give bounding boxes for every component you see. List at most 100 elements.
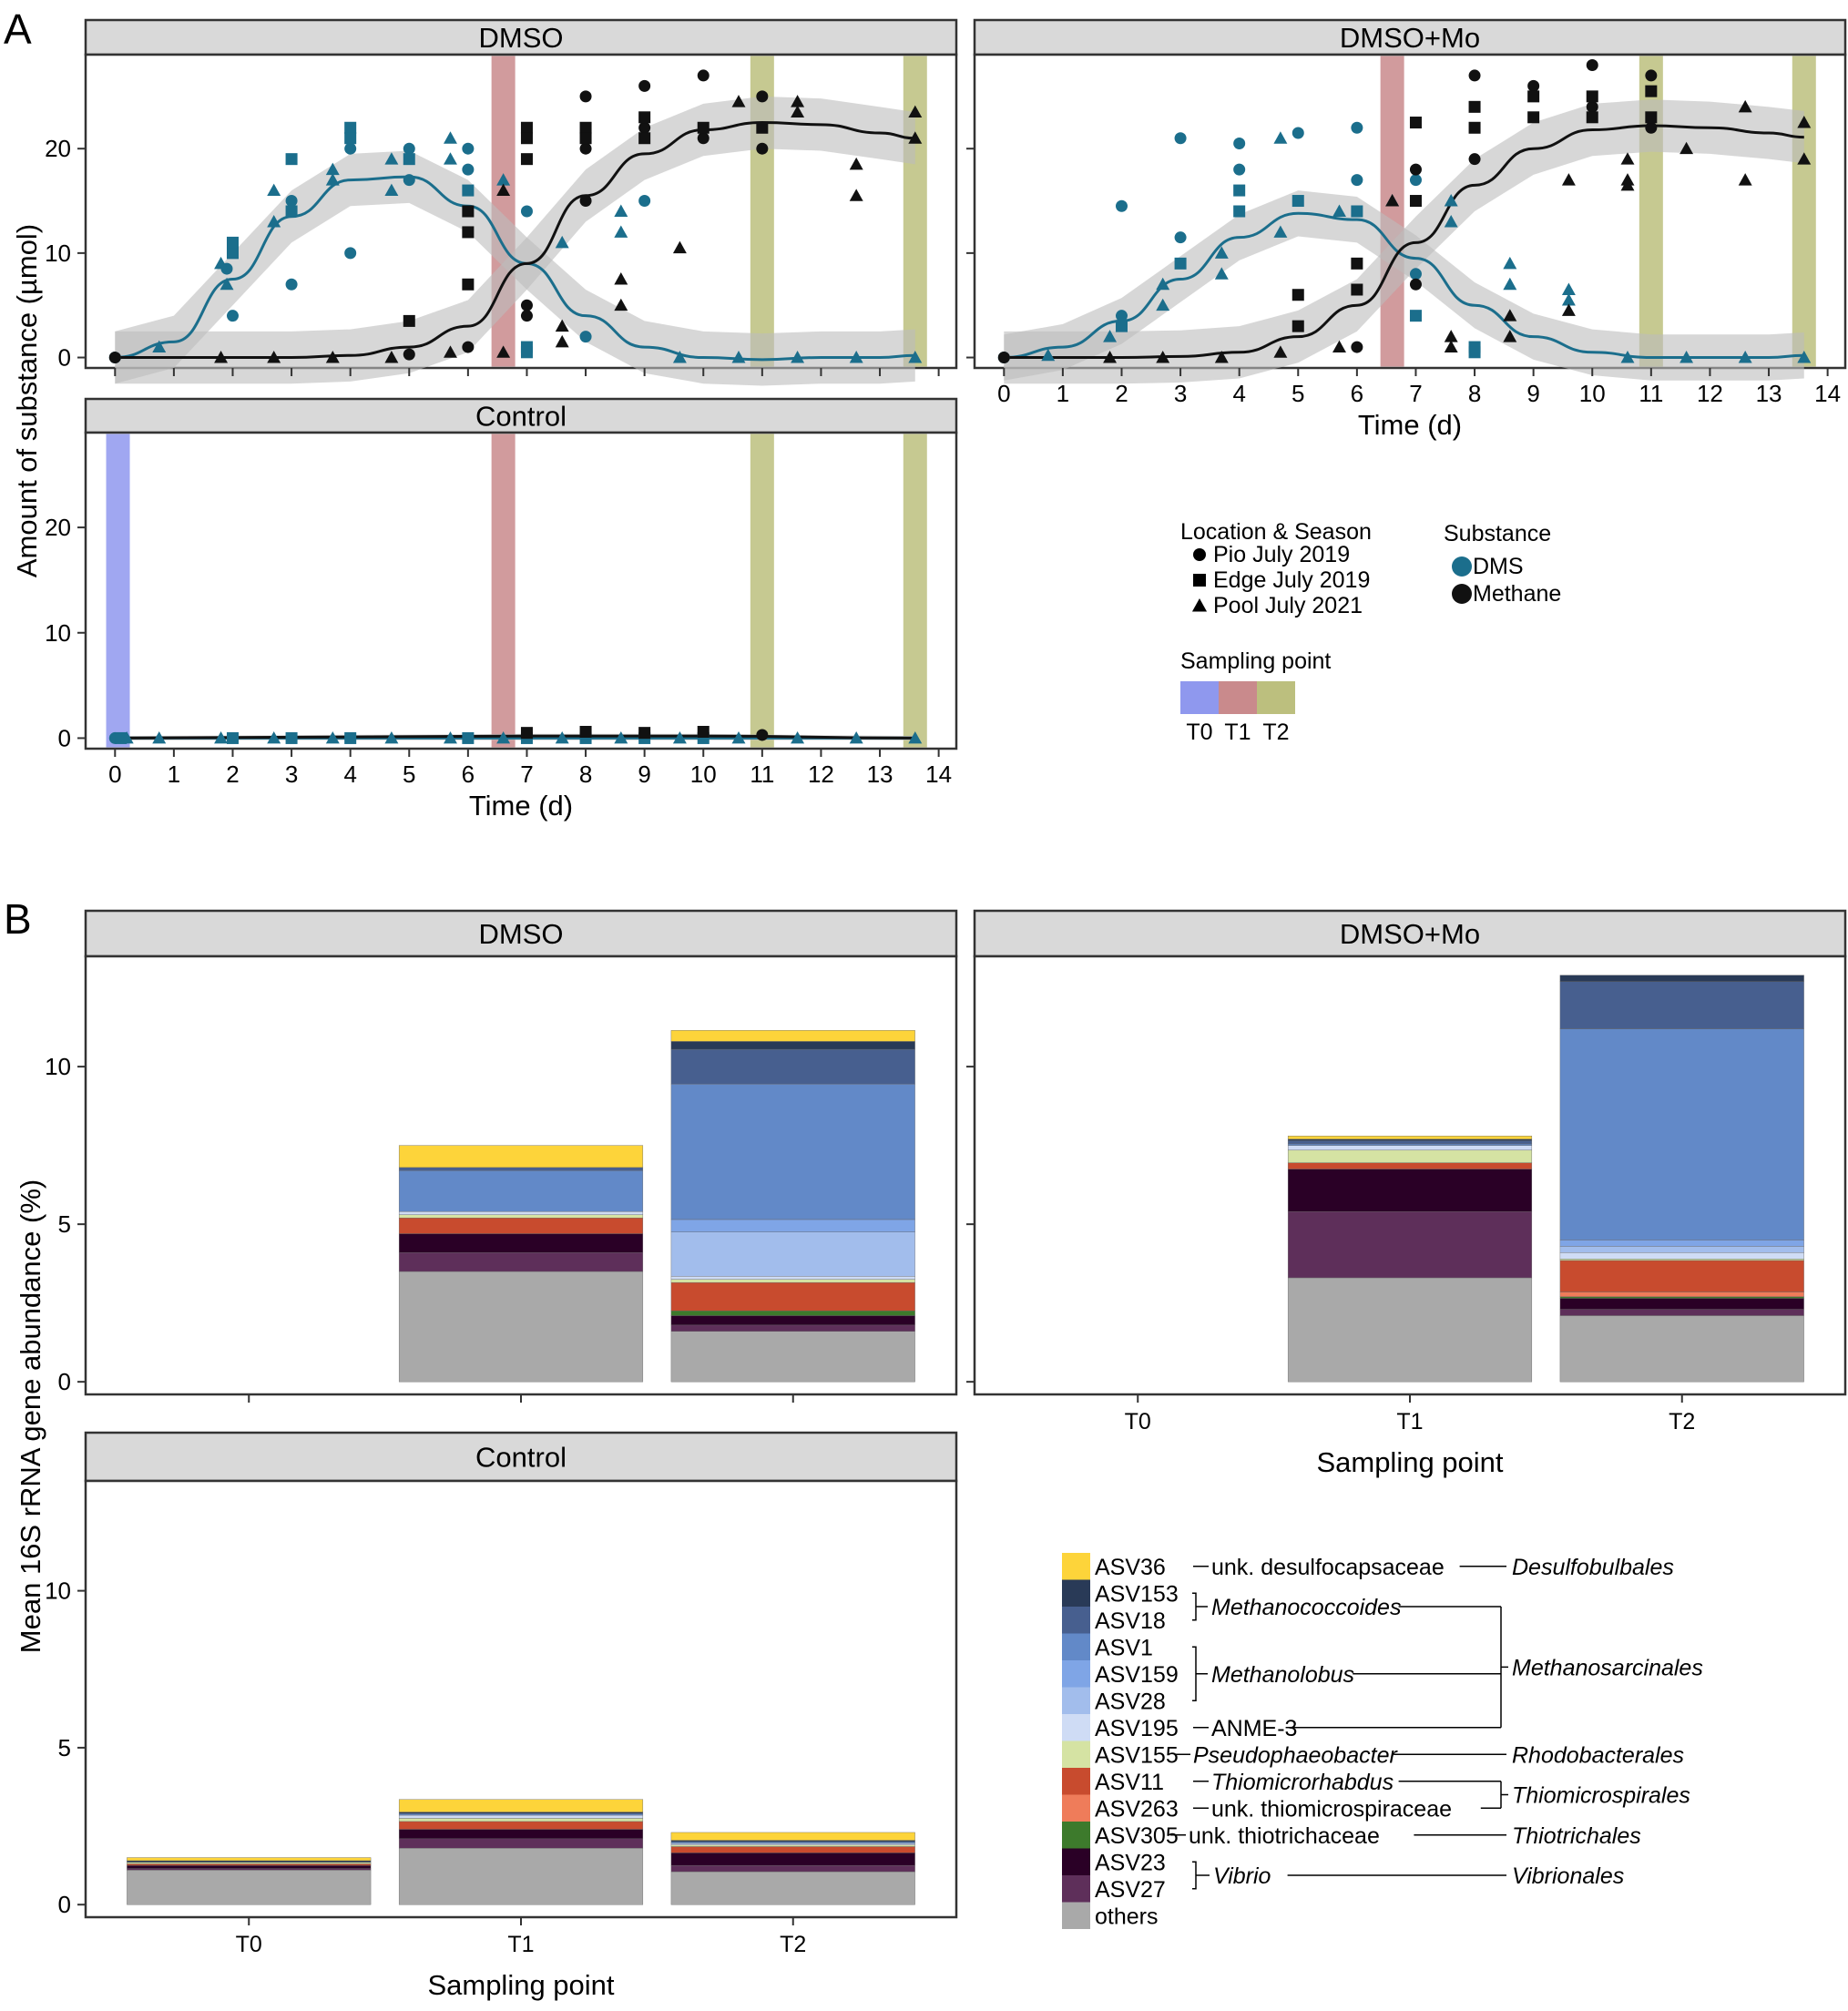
x-tick-label: 11: [750, 761, 774, 788]
bar-segment-asv195: [398, 1211, 644, 1215]
sampling-band-t2: [750, 434, 774, 748]
point-dms: [1351, 174, 1363, 187]
point-methane: [638, 727, 651, 740]
point-methane: [1586, 90, 1598, 103]
point-methane: [756, 90, 769, 103]
point-dms: [1156, 298, 1170, 311]
legend-b: ASV36ASV153ASV18ASV1ASV159ASV28ASV195ASV…: [1062, 1553, 1703, 1929]
legend-swatch-asv11: [1062, 1768, 1090, 1795]
point-methane: [444, 345, 457, 358]
point-dms: [226, 236, 239, 249]
x-tick-label: 5: [403, 761, 415, 788]
facet-b-dmsomo-title: DMSO+Mo: [1340, 918, 1480, 950]
point-methane: [520, 299, 533, 311]
bar-segment-asv263: [1559, 1291, 1804, 1297]
point-methane: [462, 341, 475, 353]
point-methane: [462, 205, 475, 218]
facet-b-control-title: Control: [475, 1442, 567, 1474]
bar-segment-asv195: [1559, 1252, 1804, 1260]
bar-segment-others: [670, 1331, 915, 1383]
point-dms: [1332, 204, 1346, 217]
point-methane: [1292, 289, 1304, 301]
x-axis-label: Time (d): [469, 790, 573, 822]
point-methane: [1645, 121, 1658, 134]
point-methane: [908, 131, 923, 144]
point-dms: [267, 730, 281, 744]
point-dms: [555, 235, 569, 249]
point-dms: [119, 730, 134, 744]
point-methane: [1503, 309, 1517, 322]
bar-segment-asv27: [398, 1838, 644, 1849]
point-dms: [1115, 320, 1128, 332]
y-tick-label: 5: [58, 1734, 71, 1761]
sampling-band-t1: [491, 434, 516, 748]
bar-segment-asv11: [398, 1821, 644, 1830]
point-methane: [1409, 278, 1422, 291]
point-dms: [384, 152, 399, 165]
legend-order-label: Methanosarcinales: [1512, 1655, 1703, 1680]
point-dms: [344, 731, 357, 744]
y-tick-label: 0: [58, 1891, 71, 1918]
point-dms: [1233, 184, 1246, 197]
bar-segment-asv27: [127, 1868, 372, 1871]
legend-sampling-swatch: [1219, 681, 1257, 714]
y-tick-label: 10: [45, 619, 71, 647]
point-dms: [1233, 163, 1246, 176]
bar-segment-asv1: [398, 1813, 644, 1816]
point-methane: [579, 132, 592, 145]
point-dms: [267, 183, 281, 197]
point-methane: [731, 95, 746, 107]
bar-segment-asv11: [1287, 1162, 1533, 1169]
point-dms: [403, 174, 415, 187]
point-dms: [285, 205, 298, 218]
bar-segment-asv36: [398, 1799, 644, 1812]
legend-asv-label: ASV195: [1095, 1716, 1179, 1741]
point-dms: [214, 256, 229, 270]
legend-asv-label: ASV1: [1095, 1635, 1153, 1660]
bar-segment-asv305: [670, 1311, 915, 1316]
facet-b-dmso: DMSO 0 5 10: [45, 909, 958, 1403]
point-dms: [462, 163, 475, 176]
legend-shape-marker: [1193, 574, 1206, 587]
legend-shape-label: Pio July 2019: [1213, 542, 1350, 567]
point-methane: [1645, 69, 1658, 82]
point-dms: [1156, 277, 1170, 291]
point-methane: [1620, 152, 1635, 165]
x-tick-label: T1: [1396, 1409, 1423, 1434]
point-dms: [1273, 225, 1288, 238]
legend-genus-label: Thiomicrorhabdus: [1211, 1770, 1394, 1795]
point-methane: [555, 334, 569, 348]
point-dms: [325, 730, 340, 744]
legend-genus-bracket: [1192, 1592, 1208, 1621]
point-methane: [614, 272, 628, 285]
point-dms: [344, 247, 357, 260]
point-methane: [1351, 257, 1363, 270]
legend-swatch-asv1: [1062, 1633, 1090, 1660]
legend-genus-label: unk. desulfocapsaceae: [1211, 1555, 1445, 1580]
point-methane: [1351, 341, 1363, 353]
bar-segment-others: [398, 1847, 644, 1905]
x-tick-label: T0: [236, 1932, 262, 1957]
legend-genus-label: Vibrio: [1213, 1863, 1271, 1889]
bar-segment-asv155: [670, 1279, 915, 1283]
facet-a-dmso: DMSO 0 10 20: [45, 18, 958, 386]
point-dms: [226, 310, 239, 322]
point-methane: [108, 352, 121, 364]
bar-segment-asv28: [670, 1231, 915, 1277]
facet-b-control: Control T0 T1 T2 0 5 10 Sampling point: [45, 1431, 958, 2001]
point-dms: [1620, 351, 1635, 363]
point-dms: [731, 351, 746, 363]
point-methane: [849, 189, 863, 201]
point-dms: [462, 184, 475, 197]
legend-shape-label: Pool July 2021: [1213, 593, 1363, 618]
facet-b-dmso-title: DMSO: [479, 918, 564, 950]
legend-genus-label: unk. thiotrichaceae: [1189, 1823, 1380, 1849]
legend-asv-label: ASV27: [1095, 1877, 1166, 1903]
point-methane: [756, 142, 769, 155]
x-tick-label: 4: [1232, 380, 1245, 407]
point-methane: [1351, 283, 1363, 296]
sampling-band-t2: [903, 434, 927, 748]
